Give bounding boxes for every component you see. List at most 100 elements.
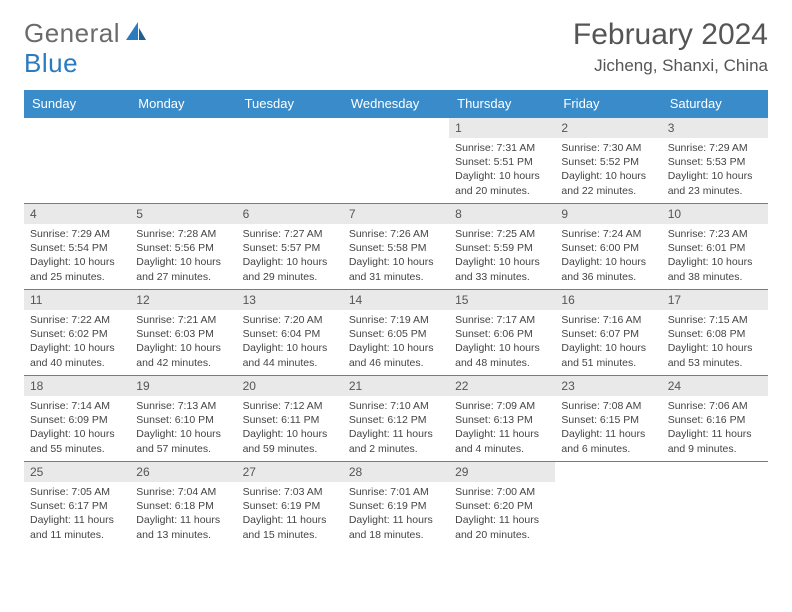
day-details: Sunrise: 7:08 AMSunset: 6:15 PMDaylight:… bbox=[555, 396, 661, 460]
calendar-cell: 20Sunrise: 7:12 AMSunset: 6:11 PMDayligh… bbox=[237, 376, 343, 462]
location-text: Jicheng, Shanxi, China bbox=[573, 56, 768, 76]
day-details: Sunrise: 7:10 AMSunset: 6:12 PMDaylight:… bbox=[343, 396, 449, 460]
day-details: Sunrise: 7:14 AMSunset: 6:09 PMDaylight:… bbox=[24, 396, 130, 460]
day-number: 27 bbox=[237, 462, 343, 482]
calendar-row: 25Sunrise: 7:05 AMSunset: 6:17 PMDayligh… bbox=[24, 462, 768, 548]
day-number: 18 bbox=[24, 376, 130, 396]
calendar-cell: 27Sunrise: 7:03 AMSunset: 6:19 PMDayligh… bbox=[237, 462, 343, 548]
day-details: Sunrise: 7:03 AMSunset: 6:19 PMDaylight:… bbox=[237, 482, 343, 546]
day-number: 2 bbox=[555, 118, 661, 138]
calendar-cell: 4Sunrise: 7:29 AMSunset: 5:54 PMDaylight… bbox=[24, 204, 130, 290]
calendar-cell: 22Sunrise: 7:09 AMSunset: 6:13 PMDayligh… bbox=[449, 376, 555, 462]
calendar-cell: 7Sunrise: 7:26 AMSunset: 5:58 PMDaylight… bbox=[343, 204, 449, 290]
calendar-cell: 25Sunrise: 7:05 AMSunset: 6:17 PMDayligh… bbox=[24, 462, 130, 548]
weekday-header: Friday bbox=[555, 90, 661, 118]
calendar-cell: 17Sunrise: 7:15 AMSunset: 6:08 PMDayligh… bbox=[662, 290, 768, 376]
logo-word1: General bbox=[24, 18, 120, 49]
day-number: 9 bbox=[555, 204, 661, 224]
day-number: 1 bbox=[449, 118, 555, 138]
day-number: 14 bbox=[343, 290, 449, 310]
calendar-cell: 3Sunrise: 7:29 AMSunset: 5:53 PMDaylight… bbox=[662, 118, 768, 204]
day-details: Sunrise: 7:01 AMSunset: 6:19 PMDaylight:… bbox=[343, 482, 449, 546]
calendar-cell: 18Sunrise: 7:14 AMSunset: 6:09 PMDayligh… bbox=[24, 376, 130, 462]
calendar-cell: 6Sunrise: 7:27 AMSunset: 5:57 PMDaylight… bbox=[237, 204, 343, 290]
weekday-header: Thursday bbox=[449, 90, 555, 118]
day-details: Sunrise: 7:16 AMSunset: 6:07 PMDaylight:… bbox=[555, 310, 661, 374]
logo: General bbox=[24, 18, 150, 49]
logo-sail-icon bbox=[124, 20, 148, 47]
weekday-header: Saturday bbox=[662, 90, 768, 118]
calendar-cell: 16Sunrise: 7:16 AMSunset: 6:07 PMDayligh… bbox=[555, 290, 661, 376]
calendar-cell: 28Sunrise: 7:01 AMSunset: 6:19 PMDayligh… bbox=[343, 462, 449, 548]
day-number: 8 bbox=[449, 204, 555, 224]
calendar-cell: 19Sunrise: 7:13 AMSunset: 6:10 PMDayligh… bbox=[130, 376, 236, 462]
day-number: 7 bbox=[343, 204, 449, 224]
day-details: Sunrise: 7:28 AMSunset: 5:56 PMDaylight:… bbox=[130, 224, 236, 288]
title-block: February 2024 Jicheng, Shanxi, China bbox=[573, 18, 768, 76]
calendar-row: 1Sunrise: 7:31 AMSunset: 5:51 PMDaylight… bbox=[24, 118, 768, 204]
calendar-cell bbox=[237, 118, 343, 204]
day-number: 10 bbox=[662, 204, 768, 224]
calendar-cell: 15Sunrise: 7:17 AMSunset: 6:06 PMDayligh… bbox=[449, 290, 555, 376]
calendar-cell: 8Sunrise: 7:25 AMSunset: 5:59 PMDaylight… bbox=[449, 204, 555, 290]
day-details: Sunrise: 7:05 AMSunset: 6:17 PMDaylight:… bbox=[24, 482, 130, 546]
day-details: Sunrise: 7:27 AMSunset: 5:57 PMDaylight:… bbox=[237, 224, 343, 288]
calendar-cell: 12Sunrise: 7:21 AMSunset: 6:03 PMDayligh… bbox=[130, 290, 236, 376]
day-number: 21 bbox=[343, 376, 449, 396]
calendar-cell: 2Sunrise: 7:30 AMSunset: 5:52 PMDaylight… bbox=[555, 118, 661, 204]
day-details: Sunrise: 7:15 AMSunset: 6:08 PMDaylight:… bbox=[662, 310, 768, 374]
day-details: Sunrise: 7:23 AMSunset: 6:01 PMDaylight:… bbox=[662, 224, 768, 288]
day-number: 24 bbox=[662, 376, 768, 396]
day-details: Sunrise: 7:06 AMSunset: 6:16 PMDaylight:… bbox=[662, 396, 768, 460]
day-number: 6 bbox=[237, 204, 343, 224]
day-details: Sunrise: 7:24 AMSunset: 6:00 PMDaylight:… bbox=[555, 224, 661, 288]
calendar-cell: 26Sunrise: 7:04 AMSunset: 6:18 PMDayligh… bbox=[130, 462, 236, 548]
calendar-cell bbox=[130, 118, 236, 204]
logo-subline: Blue bbox=[24, 48, 78, 79]
day-details: Sunrise: 7:17 AMSunset: 6:06 PMDaylight:… bbox=[449, 310, 555, 374]
calendar-cell: 13Sunrise: 7:20 AMSunset: 6:04 PMDayligh… bbox=[237, 290, 343, 376]
day-details: Sunrise: 7:29 AMSunset: 5:53 PMDaylight:… bbox=[662, 138, 768, 202]
day-number: 11 bbox=[24, 290, 130, 310]
weekday-header-row: SundayMondayTuesdayWednesdayThursdayFrid… bbox=[24, 90, 768, 118]
day-number: 16 bbox=[555, 290, 661, 310]
day-details: Sunrise: 7:30 AMSunset: 5:52 PMDaylight:… bbox=[555, 138, 661, 202]
calendar-row: 11Sunrise: 7:22 AMSunset: 6:02 PMDayligh… bbox=[24, 290, 768, 376]
day-details: Sunrise: 7:25 AMSunset: 5:59 PMDaylight:… bbox=[449, 224, 555, 288]
weekday-header: Wednesday bbox=[343, 90, 449, 118]
day-number: 25 bbox=[24, 462, 130, 482]
day-number: 20 bbox=[237, 376, 343, 396]
calendar-cell bbox=[555, 462, 661, 548]
calendar-cell: 14Sunrise: 7:19 AMSunset: 6:05 PMDayligh… bbox=[343, 290, 449, 376]
day-details: Sunrise: 7:04 AMSunset: 6:18 PMDaylight:… bbox=[130, 482, 236, 546]
calendar-cell: 29Sunrise: 7:00 AMSunset: 6:20 PMDayligh… bbox=[449, 462, 555, 548]
calendar-cell bbox=[24, 118, 130, 204]
calendar-cell: 24Sunrise: 7:06 AMSunset: 6:16 PMDayligh… bbox=[662, 376, 768, 462]
calendar-body: 1Sunrise: 7:31 AMSunset: 5:51 PMDaylight… bbox=[24, 118, 768, 548]
weekday-header: Tuesday bbox=[237, 90, 343, 118]
day-number: 19 bbox=[130, 376, 236, 396]
calendar-cell bbox=[662, 462, 768, 548]
calendar-row: 18Sunrise: 7:14 AMSunset: 6:09 PMDayligh… bbox=[24, 376, 768, 462]
day-details: Sunrise: 7:21 AMSunset: 6:03 PMDaylight:… bbox=[130, 310, 236, 374]
calendar-cell: 21Sunrise: 7:10 AMSunset: 6:12 PMDayligh… bbox=[343, 376, 449, 462]
day-details: Sunrise: 7:29 AMSunset: 5:54 PMDaylight:… bbox=[24, 224, 130, 288]
day-number: 4 bbox=[24, 204, 130, 224]
day-number: 22 bbox=[449, 376, 555, 396]
day-number: 29 bbox=[449, 462, 555, 482]
weekday-header: Sunday bbox=[24, 90, 130, 118]
header: General February 2024 Jicheng, Shanxi, C… bbox=[24, 18, 768, 76]
weekday-header: Monday bbox=[130, 90, 236, 118]
day-number: 12 bbox=[130, 290, 236, 310]
day-details: Sunrise: 7:00 AMSunset: 6:20 PMDaylight:… bbox=[449, 482, 555, 546]
calendar-cell: 5Sunrise: 7:28 AMSunset: 5:56 PMDaylight… bbox=[130, 204, 236, 290]
calendar-cell: 10Sunrise: 7:23 AMSunset: 6:01 PMDayligh… bbox=[662, 204, 768, 290]
logo-word2: Blue bbox=[24, 48, 78, 78]
day-details: Sunrise: 7:13 AMSunset: 6:10 PMDaylight:… bbox=[130, 396, 236, 460]
day-details: Sunrise: 7:12 AMSunset: 6:11 PMDaylight:… bbox=[237, 396, 343, 460]
day-number: 13 bbox=[237, 290, 343, 310]
calendar-cell: 1Sunrise: 7:31 AMSunset: 5:51 PMDaylight… bbox=[449, 118, 555, 204]
day-number: 3 bbox=[662, 118, 768, 138]
calendar-table: SundayMondayTuesdayWednesdayThursdayFrid… bbox=[24, 90, 768, 548]
day-number: 26 bbox=[130, 462, 236, 482]
